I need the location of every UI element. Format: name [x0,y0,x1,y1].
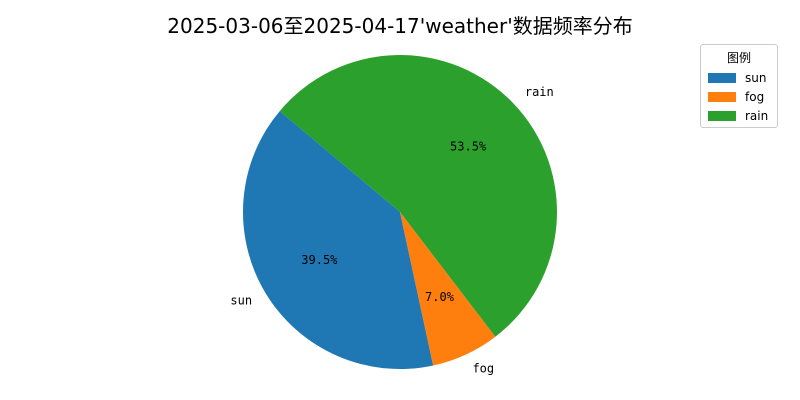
legend-label-fog: fog [745,89,765,104]
legend-swatch-sun [708,72,736,83]
legend-item-rain: rain [701,106,777,125]
legend-swatch-fog [708,91,736,102]
legend-swatch-rain [708,110,736,121]
slice-label-rain: rain [525,85,554,99]
legend-item-fog: fog [701,87,777,106]
pie-slice-rain [279,54,557,337]
pct-label-rain: 53.5% [450,139,487,153]
legend-item-sun: sun [701,68,777,87]
pie-slice-sun [243,111,434,369]
slice-label-fog: fog [472,361,494,375]
legend-title: 图例 [726,51,751,65]
pie-slice-fog [400,212,496,366]
legend-label-rain: rain [745,108,769,123]
chart-title: 2025-03-06至2025-04-17'weather'数据频率分布 [167,14,633,38]
slice-label-sun: sun [230,294,252,308]
legend: 图例 sun fog rain [700,44,778,128]
legend-label-sun: sun [745,70,767,85]
pct-label-sun: 39.5% [301,253,338,267]
pct-label-fog: 7.0% [425,290,455,304]
